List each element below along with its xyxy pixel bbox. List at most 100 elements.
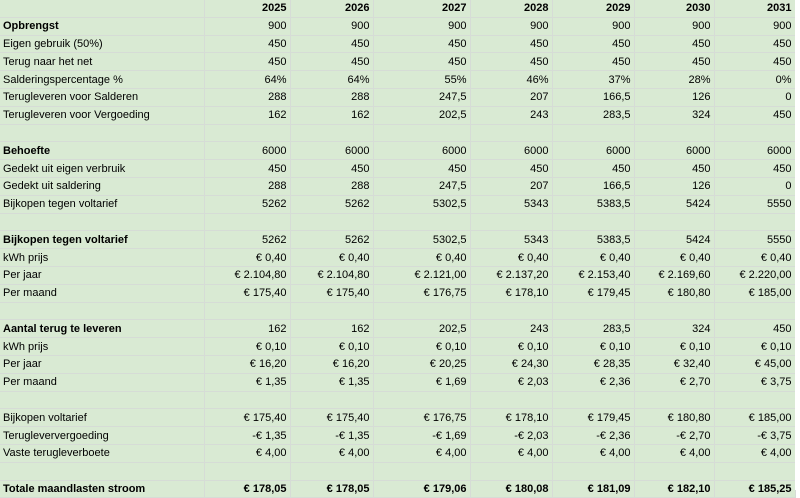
value-cell[interactable]: € 175,40 [204, 408, 291, 428]
value-cell[interactable]: 5262 [204, 230, 291, 250]
value-cell[interactable]: € 1,69 [373, 373, 471, 392]
value-cell[interactable]: € 179,06 [373, 479, 471, 498]
row-label-cell[interactable]: kWh prijs [0, 337, 205, 356]
value-cell[interactable]: 450 [204, 35, 291, 54]
value-cell[interactable]: 450 [373, 35, 471, 54]
value-cell[interactable]: 450 [290, 159, 374, 178]
value-cell[interactable]: 450 [714, 106, 796, 125]
empty-cell[interactable] [552, 124, 635, 143]
row-label-cell[interactable]: kWh prijs [0, 248, 205, 267]
empty-cell[interactable] [373, 391, 471, 410]
value-cell[interactable]: 288 [290, 177, 374, 196]
value-cell[interactable]: 900 [634, 17, 715, 36]
value-cell[interactable]: € 175,40 [204, 284, 291, 303]
empty-cell[interactable] [470, 302, 553, 321]
row-label-cell[interactable]: Gedekt uit saldering [0, 177, 205, 196]
value-cell[interactable]: € 4,00 [634, 444, 715, 463]
empty-cell[interactable] [714, 462, 796, 481]
value-cell[interactable]: 450 [290, 52, 374, 72]
value-cell[interactable]: 450 [714, 319, 796, 339]
value-cell[interactable]: € 0,40 [714, 248, 796, 267]
year-header-cell[interactable]: 2026 [290, 0, 374, 18]
value-cell[interactable]: -€ 2,70 [634, 426, 715, 445]
value-cell[interactable]: 5424 [634, 230, 715, 250]
empty-cell[interactable] [0, 462, 205, 481]
year-header-cell[interactable]: 2030 [634, 0, 715, 18]
row-label-cell[interactable]: Per maand [0, 373, 205, 392]
value-cell[interactable]: € 3,75 [714, 373, 796, 392]
value-cell[interactable]: € 185,25 [714, 479, 796, 498]
row-label-cell[interactable]: Totale maandlasten stroom [0, 479, 205, 498]
value-cell[interactable]: € 2.121,00 [373, 266, 471, 285]
value-cell[interactable]: € 4,00 [552, 444, 635, 463]
empty-cell[interactable] [552, 213, 635, 232]
value-cell[interactable]: 202,5 [373, 319, 471, 339]
value-cell[interactable]: 450 [552, 159, 635, 178]
row-label-cell[interactable]: Eigen gebruik (50%) [0, 35, 205, 54]
value-cell[interactable]: 5550 [714, 230, 796, 250]
value-cell[interactable]: 46% [470, 70, 553, 89]
value-cell[interactable]: 450 [552, 52, 635, 72]
row-label-cell[interactable]: Behoefte [0, 141, 205, 161]
value-cell[interactable]: 324 [634, 319, 715, 339]
value-cell[interactable]: € 2.137,20 [470, 266, 553, 285]
value-cell[interactable]: € 182,10 [634, 479, 715, 498]
value-cell[interactable]: € 0,10 [470, 337, 553, 356]
empty-cell[interactable] [0, 391, 205, 410]
value-cell[interactable]: -€ 1,69 [373, 426, 471, 445]
value-cell[interactable]: 247,5 [373, 88, 471, 107]
value-cell[interactable]: 450 [373, 159, 471, 178]
value-cell[interactable]: € 16,20 [204, 355, 291, 374]
value-cell[interactable]: € 2.169,60 [634, 266, 715, 285]
value-cell[interactable]: 900 [373, 17, 471, 36]
value-cell[interactable]: € 185,00 [714, 408, 796, 428]
value-cell[interactable]: 5550 [714, 195, 796, 214]
value-cell[interactable]: 6000 [373, 141, 471, 161]
value-cell[interactable]: 5383,5 [552, 195, 635, 214]
value-cell[interactable]: 450 [470, 52, 553, 72]
value-cell[interactable]: € 28,35 [552, 355, 635, 374]
value-cell[interactable]: 6000 [714, 141, 796, 161]
value-cell[interactable]: € 178,05 [204, 479, 291, 498]
empty-cell[interactable] [204, 302, 291, 321]
value-cell[interactable]: € 2.104,80 [204, 266, 291, 285]
empty-cell[interactable] [0, 302, 205, 321]
empty-cell[interactable] [0, 124, 205, 143]
value-cell[interactable]: 450 [634, 35, 715, 54]
value-cell[interactable]: -€ 1,35 [290, 426, 374, 445]
value-cell[interactable]: € 0,40 [290, 248, 374, 267]
row-label-cell[interactable]: Per jaar [0, 355, 205, 374]
value-cell[interactable]: € 0,10 [714, 337, 796, 356]
row-label-cell[interactable]: Bijkopen tegen voltarief [0, 230, 205, 250]
value-cell[interactable]: € 16,20 [290, 355, 374, 374]
value-cell[interactable]: 207 [470, 177, 553, 196]
value-cell[interactable]: 64% [204, 70, 291, 89]
value-cell[interactable]: 55% [373, 70, 471, 89]
empty-cell[interactable] [290, 302, 374, 321]
value-cell[interactable]: 5262 [204, 195, 291, 214]
value-cell[interactable]: € 2.220,00 [714, 266, 796, 285]
value-cell[interactable]: 324 [634, 106, 715, 125]
value-cell[interactable]: € 175,40 [290, 408, 374, 428]
value-cell[interactable]: 450 [714, 35, 796, 54]
value-cell[interactable]: € 20,25 [373, 355, 471, 374]
value-cell[interactable]: 5343 [470, 195, 553, 214]
row-label-cell[interactable]: Per maand [0, 284, 205, 303]
value-cell[interactable]: € 181,09 [552, 479, 635, 498]
value-cell[interactable]: 6000 [552, 141, 635, 161]
value-cell[interactable]: 450 [290, 35, 374, 54]
value-cell[interactable]: 5424 [634, 195, 715, 214]
value-cell[interactable]: 900 [714, 17, 796, 36]
year-header-cell[interactable]: 2031 [714, 0, 796, 18]
value-cell[interactable]: 283,5 [552, 106, 635, 125]
row-label-cell[interactable]: Gedekt uit eigen verbruik [0, 159, 205, 178]
row-label-cell[interactable]: Per jaar [0, 266, 205, 285]
value-cell[interactable]: € 2.153,40 [552, 266, 635, 285]
empty-cell[interactable] [634, 391, 715, 410]
empty-cell[interactable] [634, 302, 715, 321]
value-cell[interactable]: € 0,40 [470, 248, 553, 267]
value-cell[interactable]: 247,5 [373, 177, 471, 196]
value-cell[interactable]: € 180,08 [470, 479, 553, 498]
value-cell[interactable]: 5343 [470, 230, 553, 250]
value-cell[interactable]: € 185,00 [714, 284, 796, 303]
